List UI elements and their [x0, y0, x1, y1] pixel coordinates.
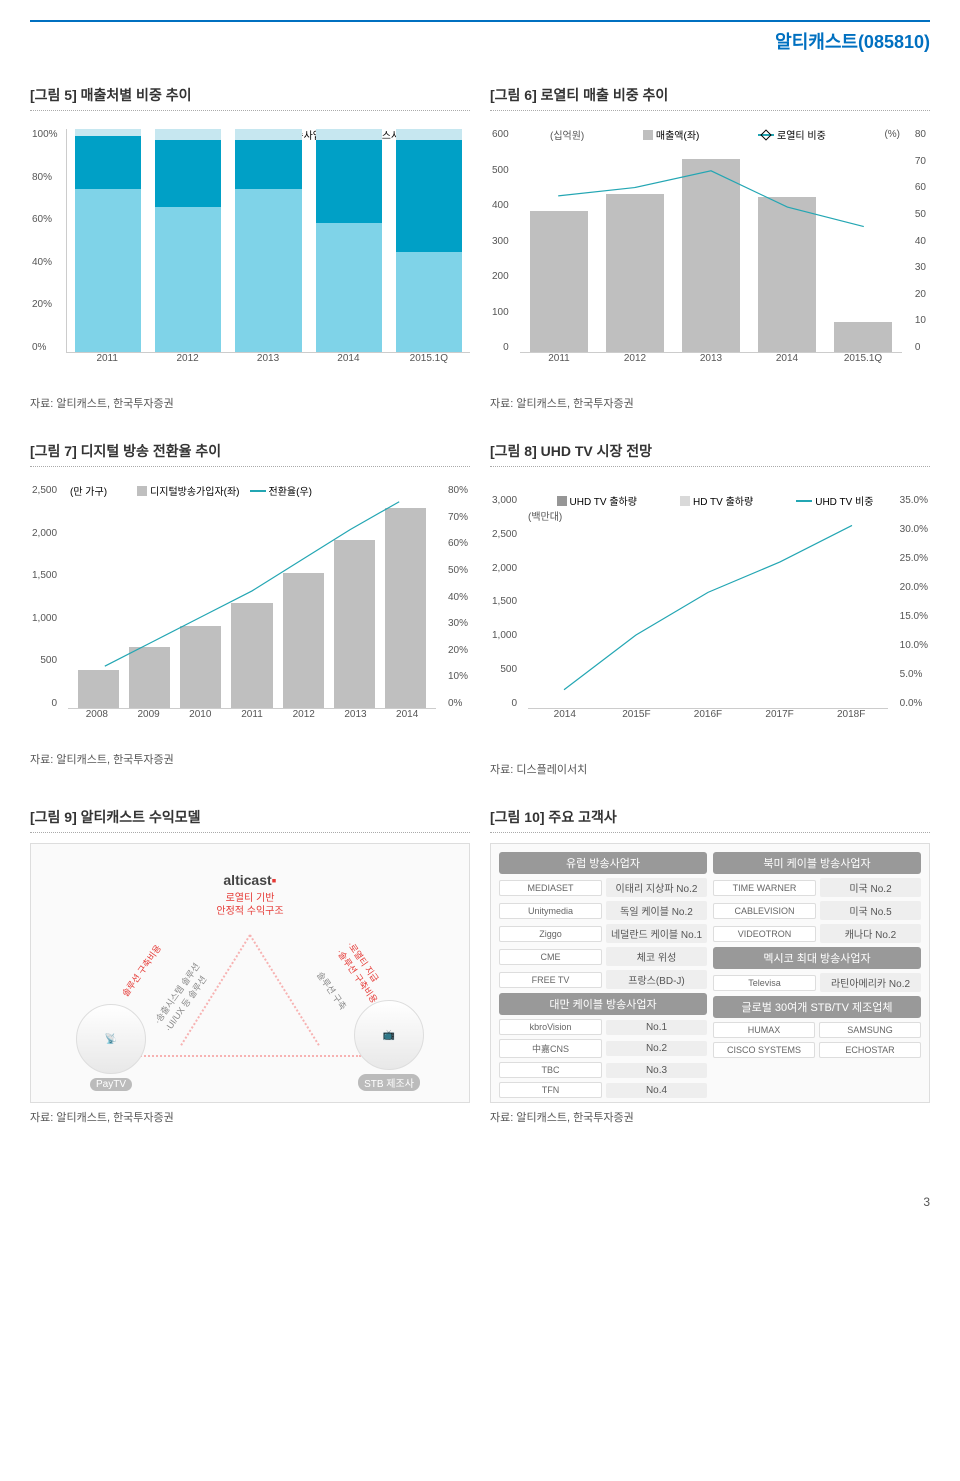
customer-row: HUMAXSAMSUNG [713, 1022, 921, 1038]
fig9-sub2: 안정적 수익구조 [216, 906, 283, 917]
paytv-icon: 📡 [76, 1004, 146, 1074]
fig9-sub1: 로열티 기반 [226, 893, 275, 904]
bar [129, 647, 170, 708]
fig6-title: [그림 6] 로열티 매출 비중 추이 [490, 85, 930, 111]
fig8-source: 자료: 디스플레이서치 [490, 761, 930, 777]
page-number: 3 [0, 1175, 960, 1219]
fig10-grid: 유럽 방송사업자 MEDIASET이태리 지상파 No.2 Unitymedia독일… [490, 843, 930, 1103]
fig5-bar [75, 129, 141, 352]
fig10-source: 자료: 알티캐스트, 한국투자증권 [490, 1109, 930, 1125]
bar [334, 540, 375, 708]
customer-row: CISCO SYSTEMSECHOSTAR [713, 1042, 921, 1058]
customer-row: CME체코 위성 [499, 947, 707, 966]
fig5-chart: 방송사업자 셋톱박스사업자 기타 100%80%60%40%20%0% 2011… [30, 129, 470, 389]
fig5-bar [155, 129, 221, 352]
customer-group-header: 멕시코 최대 방송사업자 [713, 947, 921, 969]
bar [385, 508, 426, 708]
customer-row: Unitymedia독일 케이블 No.2 [499, 901, 707, 920]
fig7-title: [그림 7] 디지털 방송 전환율 추이 [30, 441, 470, 467]
bar [78, 670, 119, 708]
fig8-title: [그림 8] UHD TV 시장 전망 [490, 441, 930, 467]
fig9-source: 자료: 알티캐스트, 한국투자증권 [30, 1109, 470, 1125]
fig9-node-right: STB 제조사 [358, 1074, 420, 1091]
fig7-source: 자료: 알티캐스트, 한국투자증권 [30, 751, 470, 767]
customer-row: TFNNo.4 [499, 1082, 707, 1098]
fig5-bar [396, 129, 462, 352]
header-title: 알티캐스트(085810) [775, 22, 930, 60]
fig9-diagram: alticast▪ 로열티 기반안정적 수익구조 솔루션 구축비용 ·송출시스템… [30, 843, 470, 1103]
header-bar: 알티캐스트(085810) [30, 20, 930, 60]
customer-row: TIME WARNER미국 No.2 [713, 878, 921, 897]
stb-icon: 📺 [354, 1000, 424, 1070]
customer-group-header: 대만 케이블 방송사업자 [499, 993, 707, 1015]
bar [758, 197, 816, 352]
customer-row: CABLEVISION미국 No.5 [713, 901, 921, 920]
customer-row: 中嘉CNSNo.2 [499, 1039, 707, 1058]
customer-group-header: 글로벌 30여개 STB/TV 제조업체 [713, 996, 921, 1018]
customer-row: TBCNo.3 [499, 1062, 707, 1078]
customer-row: Ziggo네덜란드 케이블 No.1 [499, 924, 707, 943]
fig5-title: [그림 5] 매출처별 비중 추이 [30, 85, 470, 111]
fig9-logo: alticast▪ [216, 872, 283, 888]
fig5-bar [316, 129, 382, 352]
customer-row: FREE TV프랑스(BD-J) [499, 970, 707, 989]
fig6-source: 자료: 알티캐스트, 한국투자증권 [490, 395, 930, 411]
customer-row: MEDIASET이태리 지상파 No.2 [499, 878, 707, 897]
bar [180, 626, 221, 708]
bar [834, 322, 892, 352]
fig9-title: [그림 9] 알티캐스트 수익모델 [30, 807, 470, 833]
customer-row: VIDEOTRON캐나다 No.2 [713, 924, 921, 943]
fig5-bar [235, 129, 301, 352]
customer-group-header: 북미 케이블 방송사업자 [713, 852, 921, 874]
fig10-title: [그림 10] 주요 고객사 [490, 807, 930, 833]
fig7-chart: (만 가구) 디지털방송가입자(좌) 전환율(우) 2,5002,0001,50… [30, 485, 470, 745]
customer-row: Televisa라틴아메리카 No.2 [713, 973, 921, 992]
bar [530, 211, 588, 352]
fig9-arrow1: 솔루션 구축비용 [119, 942, 164, 999]
customer-row: kbroVisionNo.1 [499, 1019, 707, 1035]
fig6-chart: (십억원) 매출액(좌) 로열티 비중 (%) 6005004003002001… [490, 129, 930, 389]
customer-group-header: 유럽 방송사업자 [499, 852, 707, 874]
bar [231, 603, 272, 708]
bar [682, 159, 740, 352]
fig8-chart: UHD TV 출하량 HD TV 출하량 UHD TV 비중 (백만대) 3,0… [490, 495, 930, 755]
fig9-node-left: PayTV [90, 1078, 132, 1091]
fig5-source: 자료: 알티캐스트, 한국투자증권 [30, 395, 470, 411]
bar [283, 573, 324, 708]
bar [606, 194, 664, 352]
